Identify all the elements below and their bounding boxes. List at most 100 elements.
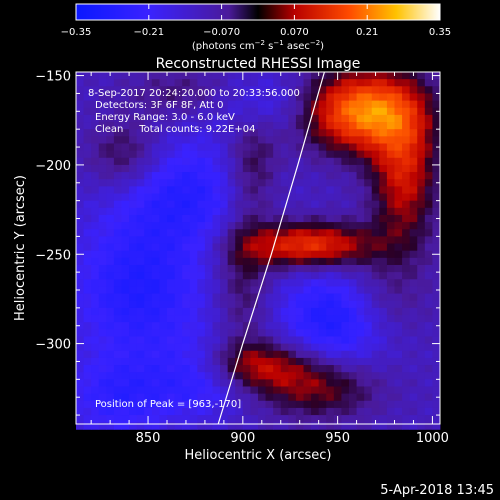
heatmap-cell — [159, 372, 168, 380]
heatmap-cell — [432, 400, 441, 409]
heatmap-cell — [356, 193, 365, 202]
heatmap-cell — [280, 229, 289, 237]
heatmap-cell — [326, 222, 335, 230]
solar-limb-line — [217, 71, 325, 425]
heatmap-cell — [265, 350, 274, 359]
heatmap-cell — [409, 136, 418, 144]
heatmap-cell — [295, 365, 304, 373]
heatmap-cell — [318, 243, 327, 252]
heatmap-cell — [424, 264, 433, 273]
heatmap-cell — [76, 379, 84, 387]
heatmap-cell — [303, 179, 312, 187]
heatmap-cell — [91, 257, 100, 266]
heatmap-cell — [364, 365, 373, 373]
heatmap-cell — [121, 93, 130, 101]
heatmap-cell — [227, 322, 236, 330]
heatmap-cell — [167, 186, 175, 194]
heatmap-cell — [235, 372, 244, 380]
heatmap-cell — [212, 379, 221, 387]
heatmap-cell — [197, 207, 206, 216]
heatmap-cell — [83, 93, 92, 101]
heatmap-cell — [417, 386, 426, 395]
heatmap-cell — [333, 243, 342, 252]
heatmap-cell — [371, 150, 380, 159]
heatmap-cell — [174, 200, 183, 209]
heatmap-cell — [265, 164, 274, 173]
heatmap-cell — [250, 129, 259, 137]
heatmap-cell — [356, 293, 365, 302]
heatmap-cell — [265, 214, 274, 223]
heatmap-cell — [98, 150, 107, 159]
heatmap-cell — [394, 236, 403, 244]
heatmap-cell — [371, 157, 380, 166]
heatmap-cell — [371, 257, 380, 266]
heatmap-cell — [189, 93, 198, 101]
heatmap-cell — [136, 107, 145, 116]
x-tick-label: 950 — [325, 431, 350, 446]
heatmap-cell — [212, 279, 221, 287]
heatmap-cell — [386, 114, 395, 123]
heatmap-cell — [341, 193, 350, 202]
heatmap-cell — [379, 300, 388, 309]
heatmap-cell — [356, 257, 365, 266]
heatmap-cell — [273, 372, 282, 380]
heatmap-cell — [121, 172, 130, 180]
heatmap-cell — [432, 329, 441, 337]
heatmap-cell — [159, 157, 168, 166]
heatmap-cell — [417, 222, 426, 230]
heatmap-cell — [144, 393, 153, 402]
heatmap-cell — [151, 143, 160, 152]
heatmap-cell — [333, 307, 342, 316]
heatmap-cell — [326, 264, 335, 273]
heatmap-cell — [159, 236, 168, 244]
heatmap-cell — [159, 107, 168, 116]
heatmap-cell — [159, 164, 168, 173]
heatmap-cell — [326, 122, 335, 130]
heatmap-cell — [303, 186, 312, 194]
heatmap-cell — [83, 393, 92, 402]
heatmap-cell — [83, 214, 92, 223]
heatmap-cell — [303, 365, 312, 373]
heatmap-cell — [364, 172, 373, 180]
heatmap-cell — [273, 300, 282, 309]
heatmap-cell — [159, 214, 168, 223]
heatmap-cell — [83, 379, 92, 387]
heatmap-cell — [197, 393, 206, 402]
heatmap-cell — [83, 207, 92, 216]
heatmap-cell — [212, 336, 221, 344]
heatmap-cell — [280, 279, 289, 287]
heatmap-cell — [91, 293, 100, 302]
heatmap-cell — [258, 186, 266, 194]
heatmap-cell — [258, 350, 266, 359]
heatmap-cell — [151, 422, 160, 430]
heatmap-cell — [333, 343, 342, 352]
heatmap-cell — [212, 407, 221, 416]
heatmap-cell — [159, 186, 168, 194]
heatmap-cell — [356, 143, 365, 152]
heatmap-cell — [220, 172, 229, 180]
heatmap-cell — [242, 336, 251, 344]
heatmap-cell — [235, 307, 244, 316]
heatmap-cell — [159, 422, 168, 430]
heatmap-cell — [204, 393, 213, 402]
heatmap-cell — [250, 207, 259, 216]
heatmap-cell — [364, 143, 373, 152]
heatmap-cell — [295, 157, 304, 166]
heatmap-cell — [121, 257, 130, 266]
heatmap-cell — [273, 357, 282, 366]
heatmap-cell — [371, 422, 380, 430]
heatmap-cell — [113, 114, 122, 123]
heatmap-cell — [417, 72, 426, 80]
heatmap-cell — [326, 93, 335, 101]
heatmap-cell — [220, 229, 229, 237]
heatmap-cell — [303, 193, 312, 202]
info-clean-counts: Clean Total counts: 9.22E+04 — [95, 124, 255, 135]
heatmap-cell — [212, 257, 221, 266]
heatmap-cell — [258, 129, 266, 137]
heatmap-cell — [379, 393, 388, 402]
heatmap-cell — [371, 379, 380, 387]
heatmap-cell — [424, 164, 433, 173]
heatmap-cell — [197, 214, 206, 223]
heatmap-cell — [356, 336, 365, 344]
heatmap-cell — [144, 157, 153, 166]
